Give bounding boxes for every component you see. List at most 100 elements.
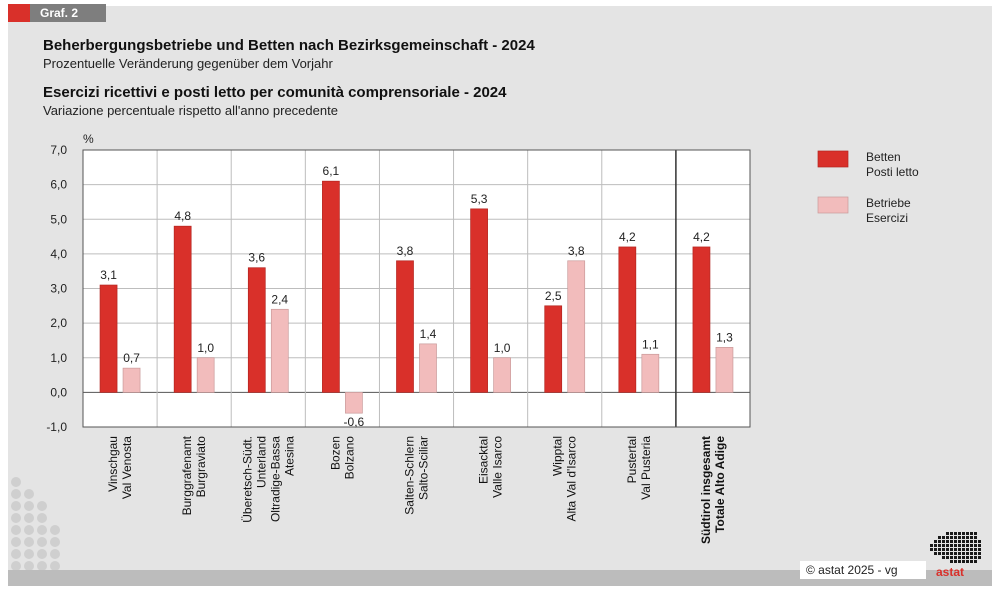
y-tick-label: -1,0 <box>46 420 67 434</box>
subtitle-de: Prozentuelle Veränderung gegenüber dem V… <box>43 56 333 71</box>
data-label: 1,1 <box>642 337 659 351</box>
decor-dot <box>11 513 21 523</box>
logo-dot <box>962 532 965 535</box>
category-label: Eisacktal Valle Isarco <box>477 436 505 498</box>
category-label-line: Bolzano <box>342 436 356 480</box>
decor-dot <box>37 561 47 571</box>
logo-dot <box>962 552 965 555</box>
logo-dot <box>938 552 941 555</box>
category-label-line: Burggrafenamt <box>180 435 194 515</box>
logo-dot <box>962 544 965 547</box>
bar-betriebe <box>196 357 215 393</box>
logo-dot <box>954 556 957 559</box>
category-label-line: Südtirol insgesamt <box>699 436 713 544</box>
logo-dot <box>950 556 953 559</box>
category-label: Salten-Schlern Salto-Sciliar <box>403 436 431 515</box>
copyright-note: © astat 2025 - vg <box>800 561 926 579</box>
logo-dot <box>958 532 961 535</box>
y-tick-label: 0,0 <box>50 385 67 399</box>
category-label: Wipptal Alta Val d'Isarco <box>551 436 579 522</box>
logo-dot <box>974 540 977 543</box>
decor-dot <box>37 525 47 535</box>
logo-dot <box>942 544 945 547</box>
logo-dot <box>946 536 949 539</box>
bar-betriebe <box>567 260 586 393</box>
data-label: 1,4 <box>420 327 437 341</box>
logo-dot <box>970 544 973 547</box>
logo-dot <box>970 556 973 559</box>
logo-dot <box>954 552 957 555</box>
plot-border <box>82 149 751 428</box>
logo-dot <box>958 560 961 563</box>
logo-dot <box>946 540 949 543</box>
y-axis-unit: % <box>83 132 94 146</box>
y-tick-label: 2,0 <box>50 316 67 330</box>
y-tick-label: 4,0 <box>50 247 67 261</box>
logo-dot <box>934 552 937 555</box>
category-label-line: Val Venosta <box>120 436 134 499</box>
logo-dot <box>946 552 949 555</box>
logo-dot <box>950 552 953 555</box>
data-label: 4,2 <box>619 230 636 244</box>
bar-betten <box>322 180 340 393</box>
logo-dot <box>954 544 957 547</box>
legend-label: Betriebe <box>866 196 911 210</box>
category-label: Vinschgau Val Venosta <box>106 436 134 499</box>
bar-betten <box>247 267 266 393</box>
category-label-line: Salto-Sciliar <box>417 436 431 500</box>
logo-dot <box>962 540 965 543</box>
data-label: 1,3 <box>716 330 733 344</box>
decor-dot <box>50 525 60 535</box>
category-label-line: Atesina <box>282 436 296 476</box>
legend-label: Betten <box>866 150 901 164</box>
logo-dot <box>966 532 969 535</box>
logo-dot <box>978 540 981 543</box>
decor-dot <box>37 513 47 523</box>
y-tick-label: 3,0 <box>50 282 67 296</box>
logo-dot <box>966 544 969 547</box>
logo-dot <box>962 536 965 539</box>
logo-dot <box>966 540 969 543</box>
category-label-line: Totale Alto Adige <box>713 436 727 533</box>
logo-dot <box>950 560 953 563</box>
logo-dot <box>934 544 937 547</box>
logo-dot <box>970 548 973 551</box>
logo-dot <box>942 536 945 539</box>
logo-dot <box>978 544 981 547</box>
logo-dot <box>966 560 969 563</box>
category-label-line: Vinschgau <box>106 436 120 492</box>
logo-dot <box>962 556 965 559</box>
logo-dot <box>950 548 953 551</box>
logo-dot <box>934 540 937 543</box>
category-label-line: Valle Isarco <box>491 436 505 498</box>
logo-dot <box>962 560 965 563</box>
bar-betriebe <box>715 347 734 393</box>
category-label: Bozen Bolzano <box>328 436 356 480</box>
logo-dot <box>970 552 973 555</box>
logo-dot <box>954 548 957 551</box>
decor-dot <box>24 501 34 511</box>
logo-dot <box>970 532 973 535</box>
category-label: Überetsch-Südt. Unterland Oltradige-Bassa A… <box>240 436 296 523</box>
decor-dot <box>24 537 34 547</box>
decor-dot <box>37 501 47 511</box>
logo-dot <box>966 536 969 539</box>
logo-dot <box>942 540 945 543</box>
logo-dot <box>938 540 941 543</box>
y-tick-label: 5,0 <box>50 212 67 226</box>
category-label-line: Pustertal <box>625 436 639 483</box>
data-label: 3,8 <box>568 244 585 258</box>
category-label-line: Alta Val d'Isarco <box>565 436 579 522</box>
logo-dot <box>978 556 981 559</box>
logo-dot <box>970 560 973 563</box>
title-de: Beherbergungsbetriebe und Betten nach Be… <box>43 37 535 54</box>
category-label-line: Wipptal <box>551 436 565 476</box>
decor-dot <box>50 537 60 547</box>
logo-dot <box>974 548 977 551</box>
logo-dot <box>970 540 973 543</box>
logo-dot <box>946 556 949 559</box>
logo-dot <box>934 548 937 551</box>
logo-dot <box>974 552 977 555</box>
logo-dot <box>950 536 953 539</box>
bar-betten <box>692 246 711 393</box>
